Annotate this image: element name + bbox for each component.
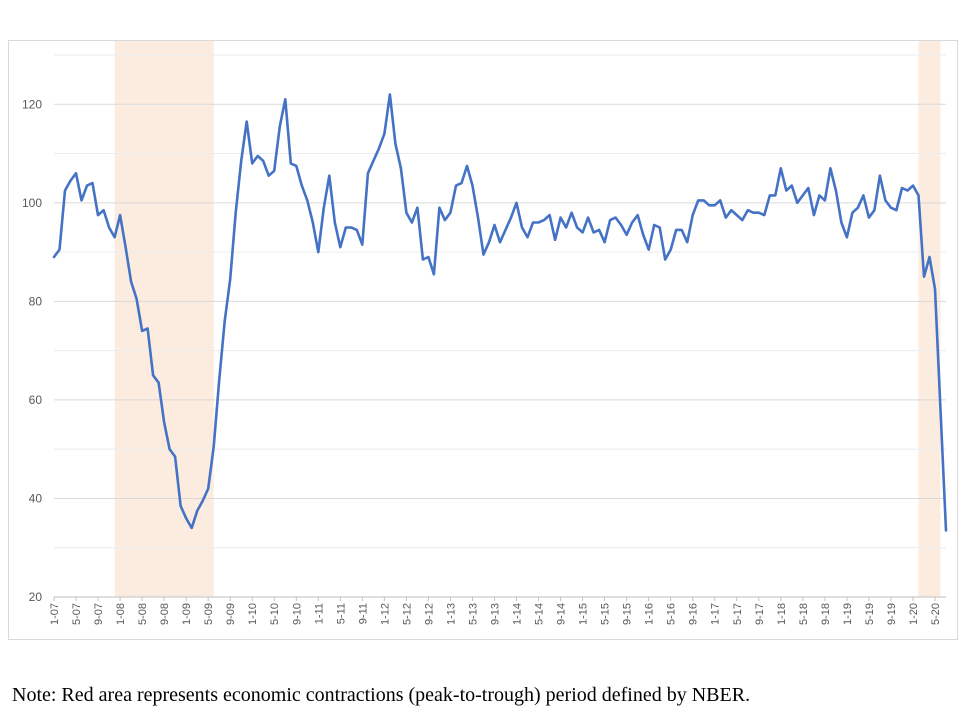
x-tick-label: 1-09 (181, 603, 193, 625)
x-tick-label: 5-09 (203, 603, 215, 625)
x-axis-ticks: 1-07 5-07 9-07 1-08 5-08 9-08 1-09 5-09 9-09 1-10… (49, 603, 942, 625)
x-tick-label: 5-19 (864, 603, 876, 625)
x-tick-label: 1-07 (49, 603, 61, 625)
y-tick-label: 20 (29, 590, 43, 604)
series-line-layer (52, 93, 948, 532)
y-tick-label: 120 (22, 97, 42, 111)
x-tick-label: 5-07 (71, 603, 83, 625)
gridlines (54, 54, 946, 549)
x-tick-label: 5-18 (798, 603, 810, 625)
y-axis-ticks: 20 40 60 80 100 120 (22, 97, 42, 604)
x-tick-label: 1-17 (710, 603, 722, 625)
x-tick-label: 1-16 (644, 603, 656, 625)
x-tick-label: 5-14 (534, 603, 546, 625)
x-tick-label: 5-08 (137, 603, 149, 625)
y-tick-label: 80 (29, 294, 43, 308)
recession-areas (114, 41, 941, 597)
x-tick-label: 1-11 (313, 603, 325, 624)
x-tick-label: 9-14 (556, 603, 568, 625)
x-tick-label: 5-11 (335, 603, 347, 624)
series-line (52, 93, 948, 532)
x-tick-label: 5-17 (732, 603, 744, 625)
x-tick-label: 1-08 (115, 603, 127, 625)
x-tick-label: 1-13 (445, 603, 457, 625)
x-tick-label: 9-16 (688, 603, 700, 625)
x-tick-label: 9-19 (886, 603, 898, 625)
chart-note: Note: Red area represents economic contr… (12, 684, 751, 706)
x-tick-label: 1-20 (908, 603, 920, 625)
x-tick-label: 9-18 (820, 603, 832, 625)
x-tick-label: 1-14 (512, 603, 524, 625)
x-tick-label: 1-19 (842, 603, 854, 625)
x-tick-label: 1-18 (776, 603, 788, 625)
x-tick-label: 5-13 (467, 603, 479, 625)
x-tick-label: 9-07 (93, 603, 105, 625)
recession-area (918, 41, 941, 597)
x-tick-label: 9-15 (622, 603, 634, 625)
x-tick-label: 9-11 (357, 603, 369, 624)
x-tick-label: 5-15 (600, 603, 612, 625)
chart-frame: 20 40 60 80 100 120 1-07 5-07 9-07 1-08 5-08 9-08 1… (8, 40, 958, 640)
y-tick-label: 40 (29, 491, 43, 505)
x-tick-label: 9-08 (159, 603, 171, 625)
x-tick-label: 1-10 (247, 603, 259, 625)
x-tick-label: 5-12 (401, 603, 413, 625)
y-tick-label: 100 (22, 196, 42, 210)
x-tick-label: 9-17 (754, 603, 766, 625)
recession-area (114, 41, 214, 597)
x-tick-label: 1-12 (379, 603, 391, 625)
x-tick-label: 1-15 (578, 603, 590, 625)
y-tick-label: 60 (29, 393, 43, 407)
x-tick-label: 9-13 (489, 603, 501, 625)
x-tick-label: 9-09 (225, 603, 237, 625)
x-tick-label: 9-10 (291, 603, 303, 625)
x-axis (53, 596, 946, 601)
x-tick-label: 5-20 (930, 603, 942, 625)
x-tick-label: 5-16 (666, 603, 678, 625)
x-tick-label: 5-10 (269, 603, 281, 625)
x-tick-label: 9-12 (423, 603, 435, 625)
